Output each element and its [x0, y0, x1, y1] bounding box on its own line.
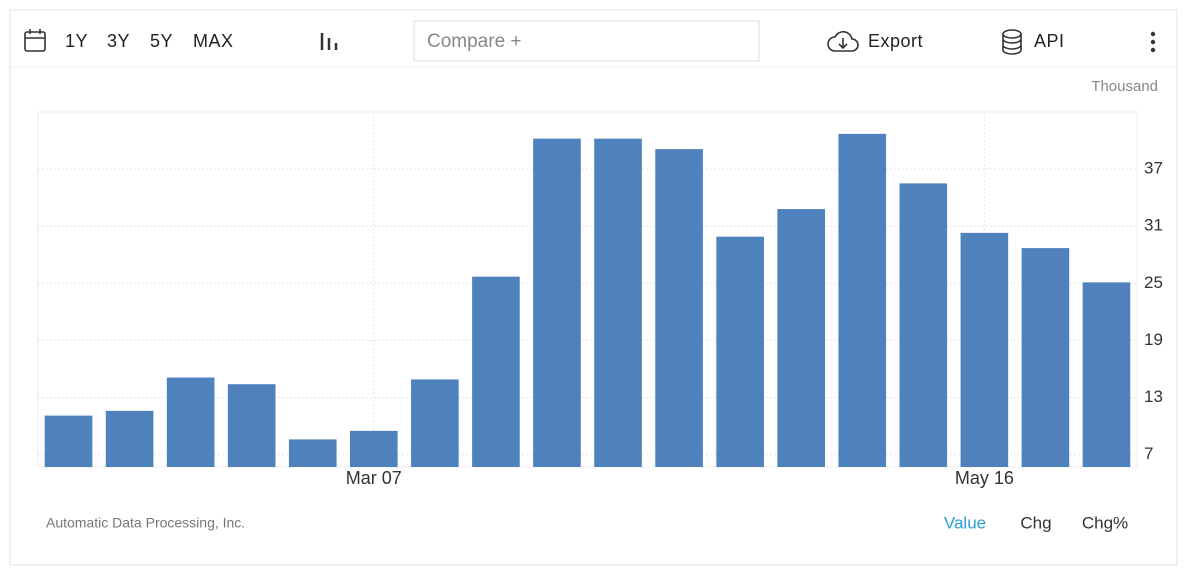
source-label: Automatic Data Processing, Inc. [46, 515, 245, 531]
bar [1021, 248, 1070, 467]
compare-placeholder[interactable]: Compare + [427, 31, 522, 52]
calendar-icon[interactable] [24, 29, 46, 52]
export-icon[interactable] [827, 31, 859, 52]
view-tab[interactable]: Value [944, 513, 986, 532]
api-icon[interactable] [1002, 29, 1022, 55]
y-tick-label: 13 [1144, 387, 1163, 406]
chart-type-icon[interactable] [320, 33, 338, 50]
bar [411, 379, 459, 467]
bar [838, 133, 887, 467]
bar [960, 232, 1009, 467]
bar [227, 384, 276, 467]
x-tick-label: May 16 [955, 468, 1014, 488]
menu-icon[interactable] [1150, 31, 1156, 53]
y-tick-label: 37 [1144, 159, 1163, 178]
bar [594, 138, 642, 467]
y-tick-label: 19 [1144, 330, 1163, 349]
range-button[interactable]: 5Y [150, 31, 173, 51]
api-button[interactable]: API [1034, 31, 1065, 51]
bar [288, 439, 337, 467]
x-tick-label: Mar 07 [346, 468, 402, 488]
y-tick-label: 25 [1144, 273, 1163, 292]
view-tab[interactable]: Chg% [1082, 513, 1128, 532]
bar [349, 430, 398, 467]
y-tick-label: 31 [1144, 216, 1163, 235]
export-button[interactable]: Export [868, 31, 923, 51]
range-button[interactable]: 3Y [107, 31, 130, 51]
unit-label: Thousand [1091, 78, 1158, 95]
range-button[interactable]: 1Y [65, 31, 88, 51]
bar [655, 149, 703, 467]
plot-area [37, 111, 1138, 468]
view-tab[interactable]: Chg [1020, 513, 1051, 532]
bar [777, 209, 826, 467]
bar [44, 415, 93, 467]
bar [472, 276, 520, 467]
bar [899, 183, 948, 468]
bar [105, 410, 154, 467]
compare-input[interactable] [413, 20, 760, 62]
bar [716, 236, 764, 467]
bar [166, 377, 215, 467]
bar [1082, 282, 1131, 467]
range-button[interactable]: MAX [193, 31, 234, 51]
bar [533, 138, 581, 467]
y-tick-label: 7 [1144, 444, 1153, 463]
